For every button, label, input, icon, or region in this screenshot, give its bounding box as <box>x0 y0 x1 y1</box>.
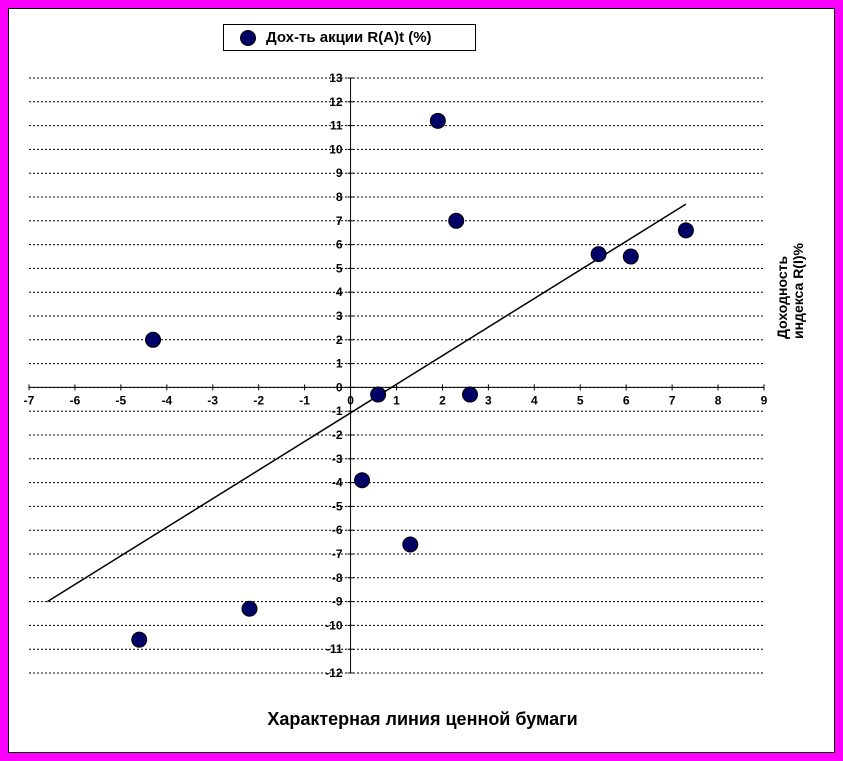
data-point <box>370 386 387 403</box>
x-tick-label: 7 <box>669 393 676 407</box>
y-tick-label: 12 <box>329 95 343 109</box>
x-tick-label: -4 <box>161 393 172 407</box>
x-tick-label: -3 <box>207 393 218 407</box>
y-tick-label: 9 <box>336 166 343 180</box>
chart-frame: -7 -6 -5 -4 -3 -2 -1 0 1 2 3 4 5 6 7 8 9 -12 -11 -10 -9 -8 -7-… <box>8 8 835 753</box>
data-point <box>241 600 258 617</box>
y-tick-label: 11 <box>330 119 343 133</box>
y-tick-label: -4 <box>332 476 343 490</box>
y-tick-label: -10 <box>325 618 343 632</box>
y-tick-label: 3 <box>336 309 343 323</box>
legend-marker-icon <box>240 29 256 46</box>
y-tick-label: -5 <box>332 499 343 513</box>
x-tick-label: 6 <box>623 393 630 407</box>
y-tick-label: -2 <box>332 428 343 442</box>
y-tick-label: 8 <box>336 190 343 204</box>
y-tick-label: 6 <box>336 238 343 252</box>
x-tick-label: 0 <box>347 393 354 407</box>
x-tick-label: -6 <box>70 393 81 407</box>
y-tick-label: -1 <box>332 404 343 418</box>
data-point <box>462 386 478 403</box>
data-point <box>131 631 148 648</box>
y-tick-label: 13 <box>329 71 343 85</box>
y-tick-label: -3 <box>332 452 343 466</box>
x-tick-label: -5 <box>116 393 127 407</box>
legend-label: Дох-ть акции R(A)t (%) <box>266 29 432 46</box>
x-tick-label: 2 <box>439 393 446 407</box>
data-point <box>448 212 465 229</box>
y-axis-title-line-1: Доходность <box>774 255 790 339</box>
y-tick-label: 4 <box>336 285 343 299</box>
y-tick-label: -12 <box>325 666 343 680</box>
y-tick-label: 1 <box>336 357 343 371</box>
data-point <box>590 246 607 263</box>
x-tick-label: -2 <box>253 393 264 407</box>
y-tick-label: -8 <box>332 571 343 585</box>
y-tick-label: -11 <box>326 642 343 656</box>
y-axis-title-line-2: индекса R(I)% <box>790 243 806 339</box>
data-point <box>354 472 371 489</box>
data-point <box>145 331 162 348</box>
data-point <box>622 248 639 265</box>
x-tick-label: 4 <box>531 393 538 407</box>
x-tick-label: 5 <box>577 393 584 407</box>
legend: Дох-ть акции R(A)t (%) <box>223 24 476 51</box>
x-tick-label: 8 <box>715 393 722 407</box>
x-tick-label: 3 <box>485 393 492 407</box>
data-point <box>402 536 419 553</box>
y-tick-label: -7 <box>332 547 343 561</box>
trend-line <box>46 203 687 603</box>
y-tick-label: 2 <box>336 333 343 347</box>
x-tick-label: -7 <box>24 393 35 407</box>
x-tick-label: 1 <box>393 393 400 407</box>
y-axis-title: Доходность индекса R(I)% <box>774 243 806 339</box>
y-tick-label: -6 <box>332 523 343 537</box>
x-tick-label: -1 <box>299 393 310 407</box>
y-tick-label: 7 <box>336 214 343 228</box>
chart-plot: -7 -6 -5 -4 -3 -2 -1 0 1 2 3 4 5 6 7 8 9-12-11-10-9-8-7-… <box>24 71 768 680</box>
x-tick-label: 9 <box>761 393 768 407</box>
y-tick-label: 10 <box>329 142 343 156</box>
data-point <box>677 222 694 239</box>
data-point <box>429 112 446 129</box>
chart-title: Характерная линия ценной бумаги <box>267 709 578 729</box>
y-tick-label: 5 <box>336 261 343 275</box>
y-tick-label: -9 <box>332 595 343 609</box>
y-tick-label: 0 <box>336 380 343 394</box>
